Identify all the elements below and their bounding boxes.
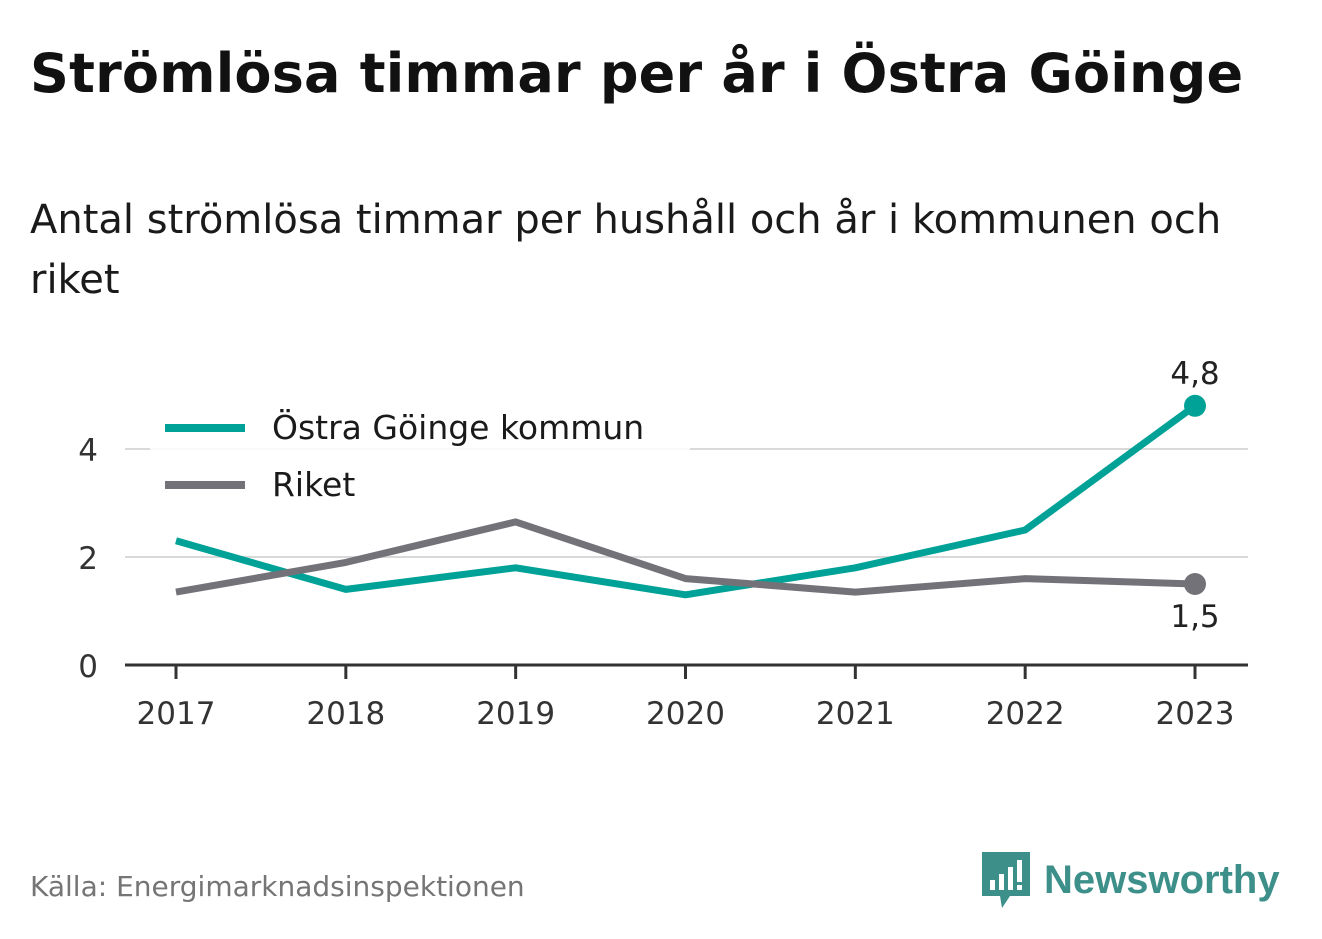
x-tick-label: 2022 xyxy=(986,696,1065,732)
y-tick-label: 4 xyxy=(78,433,98,469)
series-endpoint-1 xyxy=(1184,573,1206,595)
x-tick-label: 2017 xyxy=(137,696,216,732)
newsworthy-logo-icon xyxy=(982,852,1030,908)
chart-subtitle: Antal strömlösa timmar per hushåll och å… xyxy=(30,197,1222,303)
x-tick-label: 2018 xyxy=(306,696,385,732)
legend-label: Riket xyxy=(272,465,355,504)
x-tick-label: 2023 xyxy=(1156,696,1235,732)
series-line-0 xyxy=(175,402,1198,599)
legend-box xyxy=(150,400,690,518)
brand-name: Newsworthy xyxy=(1044,857,1280,902)
y-tick-label: 2 xyxy=(78,541,98,577)
x-tick-label: 2021 xyxy=(816,696,895,732)
series-endpoint-0 xyxy=(1184,394,1206,417)
legend-label: Östra Göinge kommun xyxy=(272,407,644,447)
end-value-label: 4,8 xyxy=(1170,356,1219,392)
end-value-label: 1,5 xyxy=(1170,599,1219,635)
series-line-1 xyxy=(175,518,1196,596)
y-tick-label: 0 xyxy=(78,649,98,685)
source-note: Källa: Energimarknadsinspektionen xyxy=(30,870,525,903)
x-tick-label: 2020 xyxy=(646,696,725,732)
x-tick-label: 2019 xyxy=(476,696,555,732)
chart-title: Strömlösa timmar per år i Östra Göinge xyxy=(30,42,1244,105)
brand-logo: Newsworthy xyxy=(980,850,1280,910)
